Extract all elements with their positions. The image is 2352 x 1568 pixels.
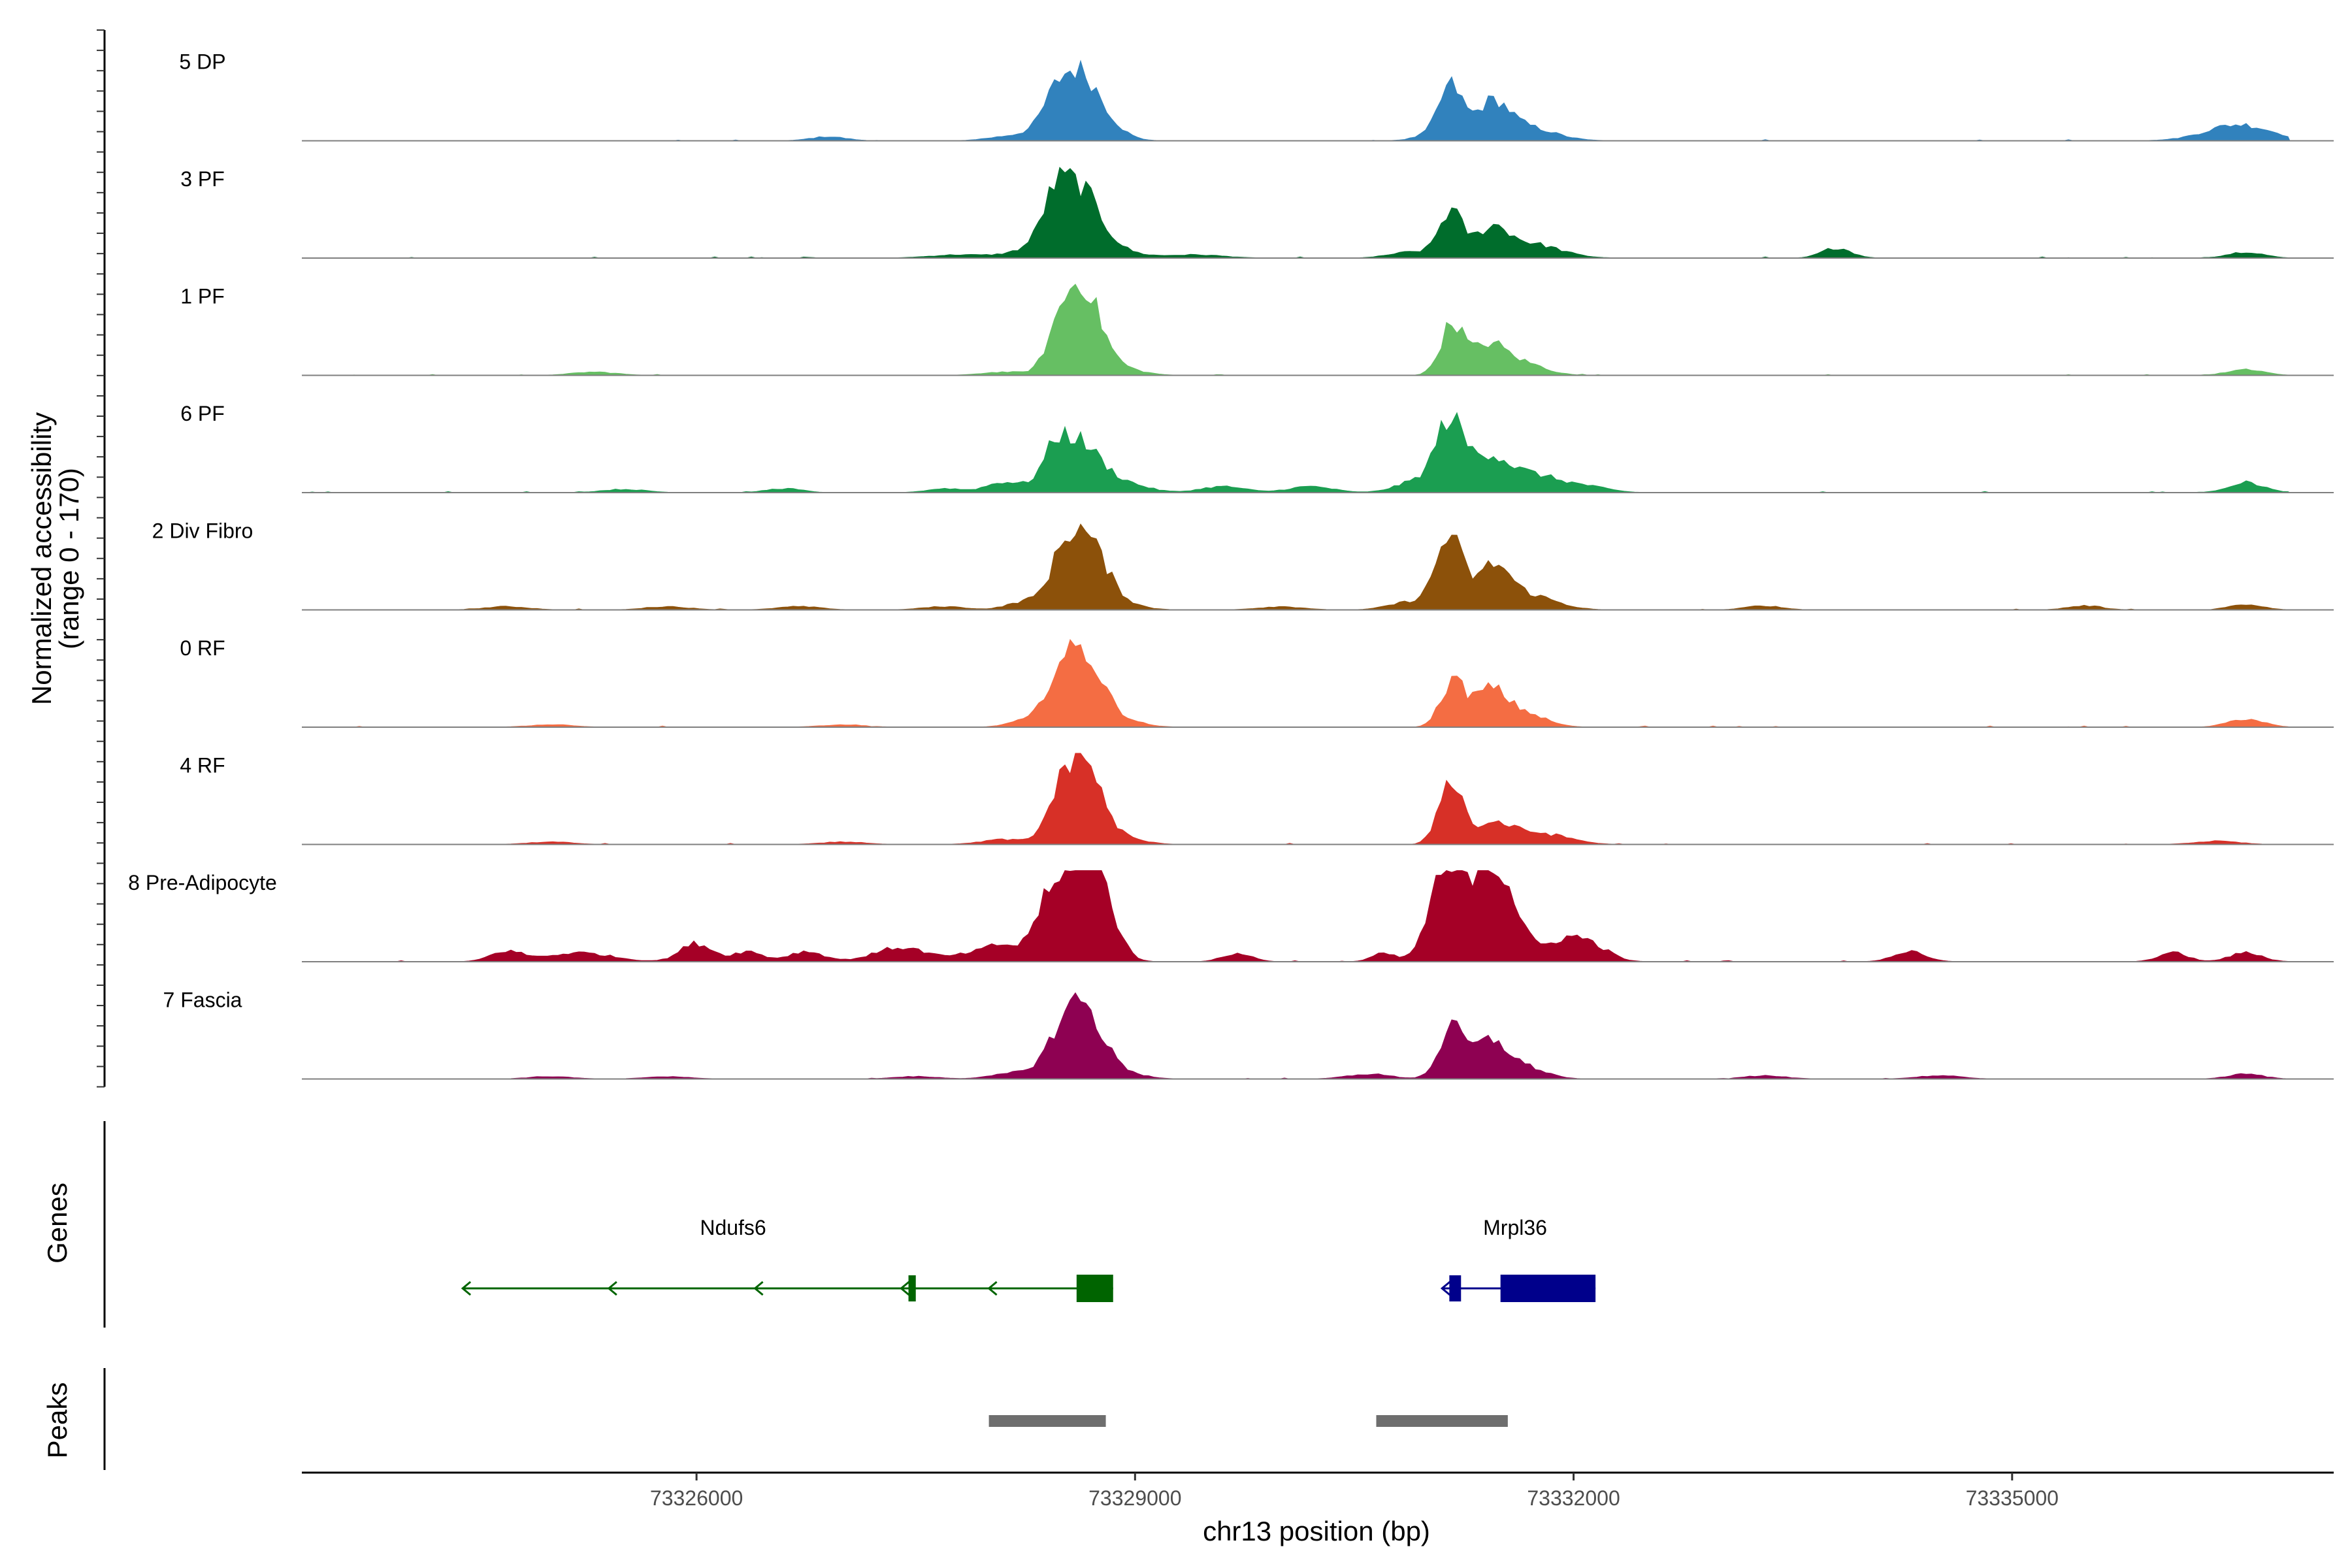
track-label: 6 PF — [180, 402, 225, 425]
track-7-fascia: 7 Fascia — [163, 988, 2334, 1080]
gene-exon — [1076, 1275, 1113, 1302]
gene-exon — [1500, 1275, 1596, 1302]
coverage-tracks: 5 DP 3 PF 1 PF 6 PF 2 Div Fibro 0 RF 4 RF 8 Pre… — [128, 50, 2334, 1080]
coverage-area — [302, 412, 2291, 493]
track-label: 7 Fascia — [163, 988, 242, 1012]
track-label: 3 PF — [180, 167, 225, 191]
track-0-rf: 0 RF — [180, 636, 2334, 728]
peaks-panel-title: Peaks — [42, 1382, 73, 1459]
track-1-pf: 1 PF — [180, 284, 2334, 376]
coverage-area — [302, 753, 2290, 845]
track-label: 1 PF — [180, 285, 225, 308]
y-axis-title: Normalized accessibility — [26, 412, 57, 705]
accessibility-axis — [97, 29, 106, 1088]
track-4-rf: 4 RF — [180, 753, 2334, 845]
coverage-area — [302, 284, 2290, 376]
genes-panel-title: Genes — [42, 1183, 73, 1264]
coverage-area — [302, 870, 2290, 962]
peaks-panel — [103, 1368, 1508, 1470]
strand-arrow — [987, 1281, 998, 1296]
gene-exon — [1449, 1275, 1462, 1301]
x-tick-label: 73332000 — [1527, 1486, 1620, 1510]
track-label: 2 Div Fibro — [152, 519, 253, 543]
coverage-area — [302, 167, 2290, 259]
gene-ndufs6: Ndufs6 — [461, 1216, 1113, 1302]
track-label: 4 RF — [180, 754, 225, 777]
y-axis-range: (range 0 - 170) — [54, 468, 84, 649]
x-tick-label: 73326000 — [650, 1486, 743, 1510]
x-axis-title: chr13 position (bp) — [1203, 1516, 1430, 1546]
x-axis: 73326000 73329000 73332000 73335000 — [302, 1471, 2334, 1510]
track-label: 8 Pre-Adipocyte — [128, 871, 277, 894]
coverage-area — [302, 59, 2291, 142]
strand-arrow — [607, 1281, 617, 1296]
gene-label: Ndufs6 — [700, 1216, 766, 1239]
strand-arrow — [753, 1281, 764, 1296]
track-6-pf: 6 PF — [180, 402, 2334, 493]
gene-label: Mrpl36 — [1483, 1216, 1547, 1239]
coverage-area — [302, 523, 2290, 611]
strand-arrow — [1440, 1281, 1451, 1296]
track-5-dp: 5 DP — [179, 50, 2334, 142]
x-tick-label: 73335000 — [1966, 1486, 2059, 1510]
peak-region — [988, 1415, 1106, 1427]
track-label: 5 DP — [179, 50, 225, 74]
track-3-pf: 3 PF — [180, 167, 2334, 259]
coverage-area — [302, 992, 2290, 1079]
x-tick-label: 73329000 — [1088, 1486, 1181, 1510]
coverage-area — [302, 639, 2291, 728]
gene-mrpl36: Mrpl36 — [1440, 1216, 1596, 1302]
strand-arrow — [899, 1281, 910, 1296]
track-8-pre-adipocyte: 8 Pre-Adipocyte — [128, 870, 2334, 962]
peak-region — [1376, 1415, 1508, 1427]
strand-arrow — [461, 1281, 472, 1296]
track-2-div-fibro: 2 Div Fibro — [152, 519, 2334, 611]
track-label: 0 RF — [180, 636, 225, 660]
gene-exon — [908, 1275, 916, 1301]
genes-panel: Ndufs6 Mrpl36 — [103, 1121, 1596, 1328]
